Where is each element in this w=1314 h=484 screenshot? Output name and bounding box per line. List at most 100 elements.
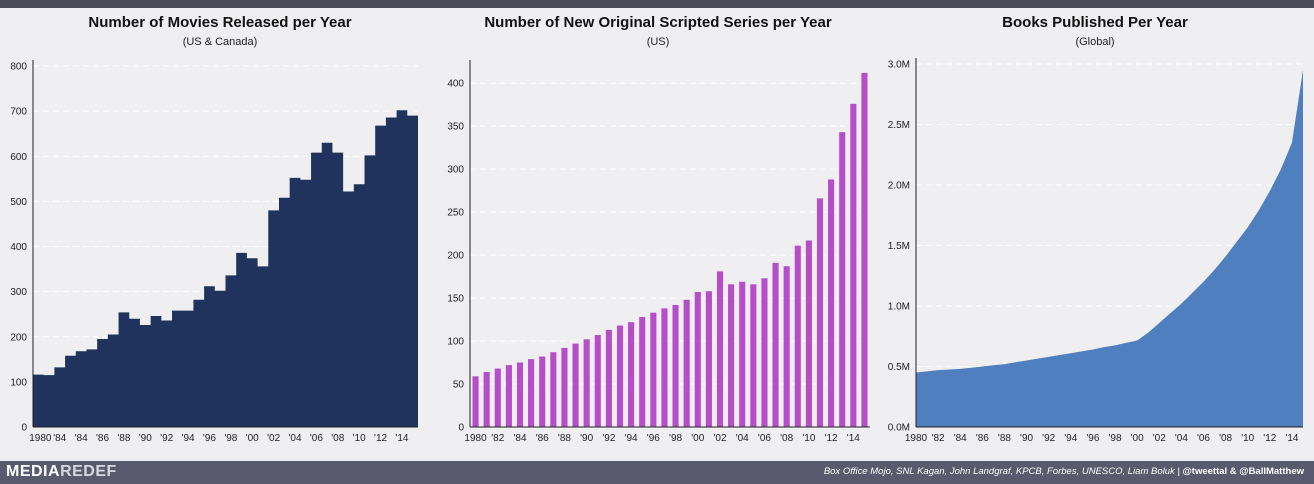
series-bar [572,343,579,427]
sources-credit: Box Office Mojo, SNL Kagan, John Landgra… [824,466,1304,477]
x-tick-label: '86 [96,433,109,444]
x-tick-label: '92 [602,433,615,444]
chart-title: Books Published Per Year [1002,14,1188,31]
x-tick-label: '06 [1197,433,1210,444]
series-bar [716,271,724,427]
series-bar [672,304,679,427]
x-tick-label: '08 [1219,433,1232,444]
series-bar [705,291,712,427]
y-tick-label: 500 [10,197,27,208]
y-tick-label: 800 [10,62,27,73]
x-tick-label: '02 [267,433,280,444]
y-tick-label: 400 [10,242,27,253]
y-tick-label: 3.0M [888,60,910,71]
x-tick-label: '94 [1064,433,1077,444]
x-tick-label: '86 [536,433,549,444]
chart-subtitle: (US) [646,36,670,48]
x-tick-label: '10 [353,433,366,444]
x-tick-label: '92 [160,433,173,444]
y-tick-label: 0.0M [888,423,910,434]
x-tick-label: '84 [513,433,526,444]
series-bar [616,325,624,427]
series-bar [583,339,590,427]
x-tick-label: '04 [736,433,749,444]
chart-title: Number of Movies Released per Year [88,14,352,31]
y-tick-label: 1.0M [888,302,910,313]
x-tick-label: '10 [802,433,815,444]
x-tick-label: '94 [625,433,638,444]
series-bar [861,72,868,427]
series-chart: 0 50 100 150 200 250 300 350 400 1980 '82 '84 '86 '88… [447,60,870,444]
x-tick-label: '14 [1285,433,1298,444]
series-bar [472,376,479,427]
y-tick-label: 1.5M [888,241,910,252]
twitter-handles: @tweettal & @BallMatthew [1182,466,1304,477]
series-bar [539,356,546,427]
logo-part-redef: REDEF [60,463,117,480]
x-tick-label: 1980 [29,433,52,444]
y-tick-label: 0 [458,423,464,434]
x-tick-label: '90 [1020,433,1033,444]
series-bar [683,299,690,427]
x-tick-label: '82 [932,433,945,444]
x-tick-label: '84 [75,433,88,444]
x-tick-label: '98 [224,433,237,444]
x-tick-label: '84 [53,433,66,444]
chart-title: Number of New Original Scripted Series p… [484,14,832,31]
x-tick-label: '02 [713,433,726,444]
logo-part-media: MEDIA [6,463,61,480]
series-bar [639,316,646,427]
series-bar [516,362,524,427]
y-tick-label: 200 [10,332,27,343]
x-tick-label: '00 [1131,433,1144,444]
x-tick-label: '14 [395,433,408,444]
x-tick-label: '96 [1086,433,1099,444]
y-tick-label: 700 [10,107,27,118]
movies-chart: 01002003004005006007008001980'84'84'86'8… [10,60,418,444]
x-tick-label: 1980 [905,433,928,444]
x-tick-label: '86 [976,433,989,444]
x-tick-label: '96 [203,433,216,444]
x-tick-label: '00 [691,433,704,444]
y-tick-label: 100 [447,337,464,348]
y-tick-label: 250 [447,208,464,219]
x-tick-label: '08 [331,433,344,444]
chart-subtitle: (Global) [1075,36,1115,48]
movies-area-series [33,110,418,427]
series-bar [728,284,735,427]
y-tick-label: 300 [447,165,464,176]
x-tick-label: '10 [1241,433,1254,444]
series-bar [750,284,757,427]
sources-text: Box Office Mojo, SNL Kagan, John Landgra… [823,466,1175,477]
y-tick-label: 50 [453,380,465,391]
x-tick-label: '12 [1263,433,1276,444]
y-tick-label: 600 [10,152,27,163]
x-tick-label: 1980 [464,433,487,444]
x-tick-label: '92 [1042,433,1055,444]
series-bar [694,292,701,427]
series-bar [628,322,635,427]
series-bar [850,103,857,428]
series-bar [494,368,501,427]
x-tick-label: '88 [558,433,571,444]
footer-bar: MEDIAREDEF Box Office Mojo, SNL Kagan, J… [0,461,1314,484]
x-tick-label: '88 [117,433,130,444]
books-chart: 0.0M 0.5M 1.0M 1.5M 2.0M 2.5M 3.0M 1980 '82 '84 '8… [888,58,1303,444]
media-redef-logo: MEDIAREDEF [6,463,117,481]
series-bar [783,266,790,427]
x-tick-label: '04 [288,433,301,444]
series-bar [805,240,812,427]
y-tick-label: 100 [10,377,27,388]
books-chart-panel: Books Published Per Year (Global) 0.0M 0.… [876,8,1314,458]
x-tick-label: '98 [1109,433,1122,444]
series-bar [828,179,835,427]
series-bar [772,262,779,427]
series-bar [605,329,612,427]
x-tick-label: '00 [246,433,259,444]
series-bar [561,347,568,427]
y-tick-label: 300 [10,287,27,298]
series-bar [550,352,557,427]
x-tick-label: '90 [580,433,593,444]
x-tick-label: '90 [139,433,152,444]
y-tick-label: 0.5M [888,362,910,373]
